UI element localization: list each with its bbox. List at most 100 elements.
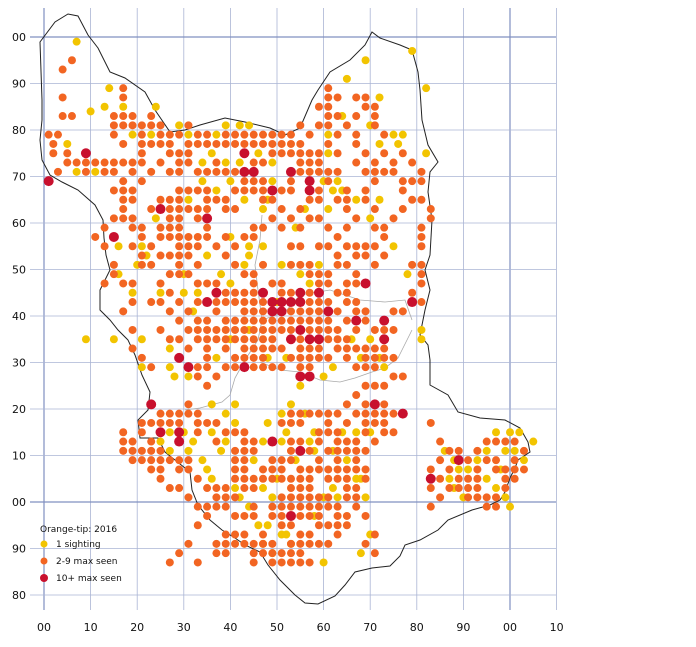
dot-10-plus-max	[379, 334, 390, 345]
dot-2-9-max	[100, 158, 109, 167]
dot-2-9-max	[473, 474, 482, 483]
dot-2-9-max	[296, 484, 305, 493]
dot-1-sighting	[422, 84, 431, 93]
dot-2-9-max	[342, 279, 351, 288]
dot-2-9-max	[342, 353, 351, 362]
dot-2-9-max	[193, 521, 202, 530]
dot-2-9-max	[296, 363, 305, 372]
dot-2-9-max	[510, 465, 519, 474]
dot-2-9-max	[370, 363, 379, 372]
dot-2-9-max	[109, 130, 118, 139]
dot-2-9-max	[296, 465, 305, 474]
dot-2-9-max	[286, 130, 295, 139]
dot-2-9-max	[259, 335, 268, 344]
dot-1-sighting	[380, 363, 389, 372]
dot-2-9-max	[426, 465, 435, 474]
dot-2-9-max	[333, 288, 342, 297]
dot-2-9-max	[445, 465, 454, 474]
dot-1-sighting	[268, 493, 277, 502]
dot-2-9-max	[389, 409, 398, 418]
dot-1-sighting	[72, 37, 81, 46]
dot-2-9-max	[305, 260, 314, 269]
dot-2-9-max	[268, 149, 277, 158]
dot-2-9-max	[58, 65, 67, 74]
x-tick-label: 30	[177, 621, 191, 634]
dot-10-plus-max	[174, 352, 185, 363]
dot-1-sighting	[184, 130, 193, 139]
dot-2-9-max	[100, 223, 109, 232]
dot-2-9-max	[240, 530, 249, 539]
dot-2-9-max	[464, 474, 473, 483]
dot-2-9-max	[277, 474, 286, 483]
dot-2-9-max	[370, 418, 379, 427]
dot-1-sighting	[207, 428, 216, 437]
dot-2-9-max	[165, 251, 174, 260]
dot-2-9-max	[49, 149, 58, 158]
dot-2-9-max	[212, 502, 221, 511]
dot-2-9-max	[305, 511, 314, 520]
dot-2-9-max	[333, 446, 342, 455]
dot-1-sighting	[245, 121, 254, 130]
dot-2-9-max	[184, 456, 193, 465]
dot-2-9-max	[212, 158, 221, 167]
dot-10-plus-max	[155, 204, 166, 215]
dot-2-9-max	[231, 298, 240, 307]
dot-2-9-max	[203, 279, 212, 288]
dot-2-9-max	[286, 325, 295, 334]
dot-2-9-max	[193, 428, 202, 437]
dot-2-9-max	[324, 242, 333, 251]
dot-2-9-max	[361, 251, 370, 260]
dot-10-plus-max	[369, 399, 380, 410]
dot-2-9-max	[370, 177, 379, 186]
dot-2-9-max	[296, 139, 305, 148]
dot-2-9-max	[305, 158, 314, 167]
dot-2-9-max	[398, 149, 407, 158]
dot-2-9-max	[119, 214, 128, 223]
dot-2-9-max	[165, 558, 174, 567]
dot-1-sighting	[137, 335, 146, 344]
dot-2-9-max	[249, 139, 258, 148]
dot-2-9-max	[324, 335, 333, 344]
dot-2-9-max	[361, 400, 370, 409]
y-tick-label: 60	[12, 217, 26, 230]
dot-2-9-max	[63, 158, 72, 167]
dot-2-9-max	[53, 130, 62, 139]
dot-2-9-max	[72, 158, 81, 167]
dot-2-9-max	[408, 158, 417, 167]
dot-2-9-max	[352, 130, 361, 139]
dot-2-9-max	[305, 149, 314, 158]
dot-2-9-max	[268, 316, 277, 325]
dot-2-9-max	[426, 205, 435, 214]
dot-2-9-max	[259, 344, 268, 353]
dot-2-9-max	[296, 549, 305, 558]
dot-2-9-max	[314, 158, 323, 167]
dot-2-9-max	[268, 344, 277, 353]
dot-2-9-max	[398, 186, 407, 195]
dot-2-9-max	[417, 223, 426, 232]
dot-2-9-max	[510, 474, 519, 483]
dot-2-9-max	[352, 242, 361, 251]
dot-2-9-max	[231, 446, 240, 455]
dot-2-9-max	[305, 344, 314, 353]
dot-2-9-max	[128, 344, 137, 353]
dot-2-9-max	[324, 325, 333, 334]
dot-1-sighting	[245, 251, 254, 260]
dot-1-sighting	[366, 335, 375, 344]
x-axis-labels: 00 10 20 30 40 50 60 70 80 90 00 10	[37, 621, 564, 634]
dot-2-9-max	[119, 112, 128, 121]
dot-2-9-max	[249, 335, 258, 344]
dot-2-9-max	[184, 270, 193, 279]
dot-2-9-max	[231, 474, 240, 483]
dot-2-9-max	[370, 112, 379, 121]
dot-2-9-max	[119, 279, 128, 288]
dot-2-9-max	[231, 316, 240, 325]
dot-2-9-max	[296, 335, 305, 344]
dot-2-9-max	[314, 270, 323, 279]
dot-2-9-max	[240, 177, 249, 186]
dot-1-sighting	[333, 493, 342, 502]
dot-1-sighting	[506, 428, 514, 437]
dot-2-9-max	[342, 186, 351, 195]
dot-2-9-max	[352, 270, 361, 279]
dot-2-9-max	[249, 270, 258, 279]
dot-2-9-max	[184, 121, 193, 130]
